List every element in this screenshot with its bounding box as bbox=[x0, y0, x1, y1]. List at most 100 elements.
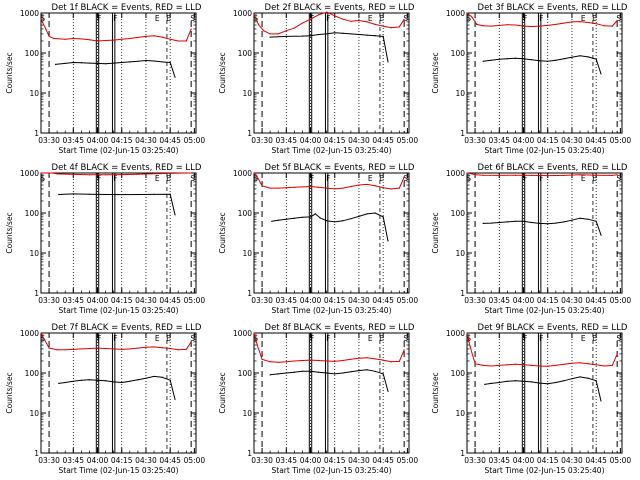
data-point bbox=[563, 221, 565, 223]
x-tick-label: 03:30 bbox=[251, 456, 273, 465]
data-point bbox=[317, 33, 320, 36]
x-tick-label: 04:00 bbox=[513, 296, 535, 305]
marker-label: F bbox=[310, 174, 314, 183]
detector-panel-4: Det 4f BLACK = Events, RED = LLD 1 10 100 10… bbox=[5, 163, 205, 315]
data-point bbox=[72, 348, 74, 350]
x-tick-label: 05:00 bbox=[184, 296, 206, 305]
panel-title: Det 2f BLACK = Events, RED = LLD bbox=[265, 3, 415, 13]
data-point bbox=[482, 364, 484, 366]
data-point bbox=[482, 60, 484, 62]
data-point bbox=[326, 11, 328, 13]
data-point bbox=[514, 174, 517, 176]
data-point bbox=[358, 19, 360, 22]
x-tick-label: 05:00 bbox=[397, 136, 419, 145]
y-tick-label: 10 bbox=[242, 249, 252, 258]
x-tick-label: 04:15 bbox=[537, 456, 559, 465]
marker-label: E bbox=[592, 334, 597, 343]
x-tick-label: 03:45 bbox=[275, 456, 297, 465]
data-point bbox=[258, 24, 260, 26]
data-point bbox=[571, 21, 573, 23]
series-events bbox=[55, 59, 176, 78]
data-point bbox=[382, 25, 384, 27]
series-events bbox=[483, 55, 602, 75]
y-tick-label: 100 bbox=[451, 369, 466, 378]
data-point bbox=[293, 27, 295, 29]
data-point bbox=[498, 174, 500, 177]
data-point bbox=[161, 61, 163, 63]
data-point bbox=[317, 186, 320, 188]
x-tick-label: 05:00 bbox=[610, 296, 632, 305]
detector-panel-5: Det 5f BLACK = Events, RED = LLD 1 10 100 10… bbox=[218, 163, 418, 315]
data-point bbox=[539, 365, 541, 367]
data-point bbox=[40, 18, 42, 20]
data-point bbox=[334, 188, 336, 190]
detector-panel-1: Det 1f BLACK = Events, RED = LLD 1 10 100 10… bbox=[5, 3, 205, 155]
data-point bbox=[490, 365, 492, 367]
data-point bbox=[579, 55, 581, 57]
data-point bbox=[177, 349, 179, 351]
data-point bbox=[269, 36, 271, 38]
data-point bbox=[350, 358, 352, 360]
marker-label: S bbox=[466, 174, 471, 183]
data-point bbox=[40, 332, 42, 334]
y-tick-label: 1000 bbox=[20, 9, 39, 18]
data-point bbox=[43, 172, 45, 174]
plot-frame bbox=[466, 12, 623, 134]
data-point bbox=[293, 371, 295, 373]
data-point bbox=[161, 376, 163, 378]
y-tick-label: 1000 bbox=[233, 169, 252, 178]
data-point bbox=[342, 187, 344, 189]
data-point bbox=[253, 172, 255, 174]
data-point bbox=[539, 25, 541, 27]
data-point bbox=[285, 361, 287, 363]
data-point bbox=[563, 58, 565, 60]
data-point bbox=[350, 185, 352, 188]
data-point bbox=[506, 24, 508, 26]
data-point bbox=[301, 359, 304, 362]
x-tick-label: 05:00 bbox=[610, 136, 632, 145]
data-point bbox=[382, 373, 384, 375]
marker-label: F bbox=[326, 334, 330, 343]
data-point bbox=[72, 380, 74, 382]
data-point bbox=[169, 61, 171, 64]
marker-label: S bbox=[190, 174, 195, 183]
data-point bbox=[43, 338, 45, 340]
data-point bbox=[285, 187, 287, 189]
y-tick-label: 100 bbox=[238, 209, 253, 218]
data-point bbox=[96, 347, 99, 349]
data-point bbox=[600, 73, 602, 75]
data-point bbox=[253, 332, 255, 334]
x-tick-label: 03:45 bbox=[275, 296, 297, 305]
detector-panel-9: Det 9f BLACK = Events, RED = LLD 1 10 100 10… bbox=[431, 323, 631, 475]
data-point bbox=[334, 32, 336, 34]
data-point bbox=[326, 372, 328, 374]
y-tick-label: 10 bbox=[242, 409, 252, 418]
x-axis-label: Start Time (02-Jun-15 03:25:40) bbox=[485, 306, 605, 315]
x-tick-label: 04:15 bbox=[111, 456, 133, 465]
marker-label: E bbox=[379, 14, 384, 23]
data-point bbox=[579, 174, 581, 176]
y-tick-label: 100 bbox=[238, 369, 253, 378]
data-point bbox=[563, 174, 565, 177]
data-point bbox=[466, 12, 468, 14]
data-point bbox=[555, 23, 557, 25]
data-point bbox=[190, 341, 192, 343]
data-point bbox=[64, 349, 66, 351]
data-point bbox=[169, 379, 171, 381]
x-tick-label: 03:45 bbox=[488, 456, 510, 465]
data-point bbox=[80, 348, 82, 350]
y-tick-label: 1 bbox=[247, 129, 252, 138]
data-point bbox=[96, 379, 99, 381]
marker-label: E bbox=[368, 14, 373, 23]
data-point bbox=[374, 23, 376, 25]
data-point bbox=[366, 213, 368, 215]
data-point bbox=[88, 174, 91, 176]
y-tick-label: 1 bbox=[34, 129, 39, 138]
data-point bbox=[161, 347, 163, 349]
data-point bbox=[153, 173, 155, 175]
panel-title: Det 9f BLACK = Events, RED = LLD bbox=[478, 323, 628, 333]
x-tick-label: 04:30 bbox=[348, 136, 370, 145]
marker-label: E bbox=[592, 14, 597, 23]
data-point bbox=[382, 359, 384, 361]
data-point bbox=[595, 220, 597, 222]
